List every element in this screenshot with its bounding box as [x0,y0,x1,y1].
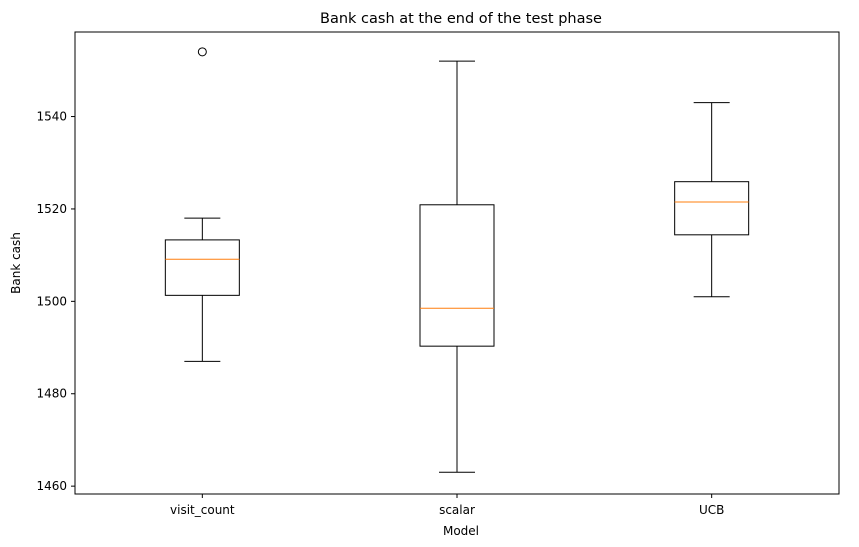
x-tick-label: UCB [699,503,724,517]
box-2 [674,102,750,298]
outlier-point [197,47,207,57]
y-tick-label: 1500 [36,294,67,308]
plot-area [164,47,750,473]
y-axis-label: Bank cash [9,232,23,294]
box-iqr [419,204,495,347]
x-tick-label: visit_count [170,503,235,517]
x-axis: visit_count scalar UCB [170,494,724,517]
box-1 [419,60,495,473]
box-iqr [674,181,750,236]
y-tick-label: 1480 [36,387,67,401]
y-tick-label: 1540 [36,110,67,124]
y-axis: 1460 1480 1500 1520 1540 [36,110,75,493]
box-iqr [164,239,240,296]
box-0 [164,47,240,362]
y-tick-label: 1460 [36,479,67,493]
chart-title: Bank cash at the end of the test phase [320,11,602,27]
y-tick-label: 1520 [36,202,67,216]
x-axis-label: Model [443,524,479,538]
x-tick-label: scalar [439,503,475,517]
